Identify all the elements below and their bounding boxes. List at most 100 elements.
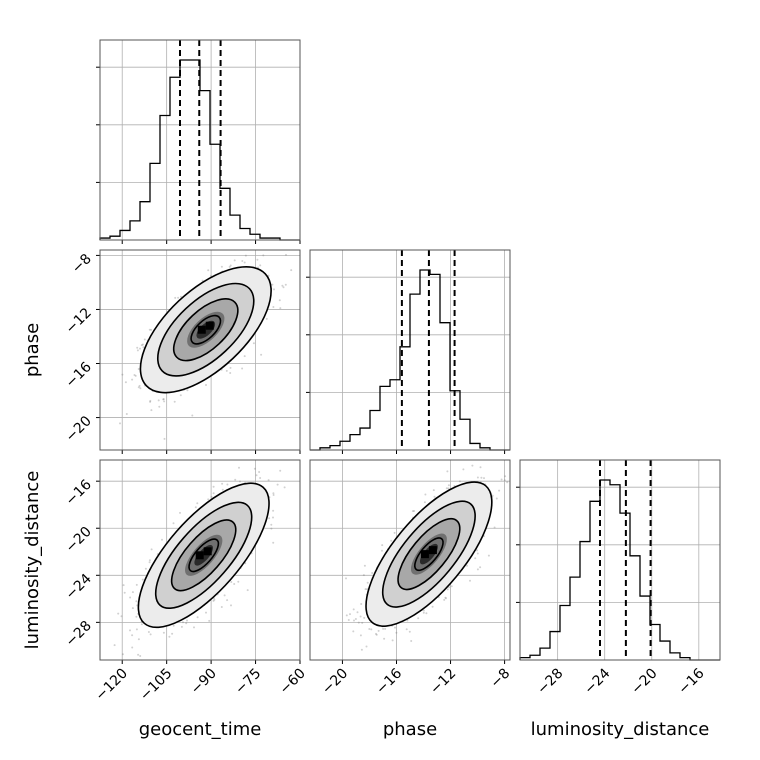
scatter-point (137, 638, 140, 641)
scatter-point (476, 476, 479, 479)
scatter-point (425, 612, 428, 615)
scatter-point (394, 626, 396, 629)
scatter-point (137, 653, 140, 656)
scatter-point (276, 483, 279, 486)
contour-line (188, 538, 220, 573)
histogram-geocent-time (99, 59, 300, 241)
scatter-point (179, 511, 181, 514)
scatter-point (253, 467, 256, 470)
scatter-point (149, 400, 152, 403)
scatter-point (512, 477, 514, 479)
hist-panel-luminosity-distance (516, 459, 721, 661)
scatter-point (135, 628, 138, 631)
scatter-point (97, 384, 99, 386)
scatter-point (186, 619, 188, 622)
scatter-point (180, 295, 182, 298)
scatter-point (272, 494, 275, 496)
scatter-point (244, 254, 247, 257)
scatter-point (148, 328, 151, 331)
scatter-point (360, 648, 363, 651)
scatter-point (131, 378, 134, 381)
scatter-point (138, 384, 141, 387)
scatter-point (131, 591, 134, 594)
scatter-point (479, 466, 482, 469)
scatter-point (285, 253, 287, 256)
scatter-point (226, 483, 229, 486)
scatter-point (213, 598, 216, 601)
scatter-point (474, 557, 477, 560)
scatter-point (168, 635, 171, 638)
contour-line (172, 298, 239, 362)
scatter-point (243, 261, 246, 264)
scatter-point (129, 629, 131, 632)
scatter-point (221, 482, 224, 485)
scatter-point (148, 561, 151, 564)
scatter-point (471, 464, 474, 467)
scatter-point (422, 609, 425, 612)
scatter-point (191, 414, 194, 417)
panel-frame (99, 459, 301, 661)
scatter-point (161, 538, 163, 541)
scatter-point (281, 284, 284, 287)
scatter-point (405, 628, 408, 631)
scatter-point (121, 373, 124, 376)
scatter-point (139, 655, 142, 657)
scatter-point (171, 632, 174, 635)
scatter-point (238, 466, 240, 469)
scatter-point (246, 589, 249, 592)
scatter-point (135, 615, 138, 618)
scatter-point (234, 478, 237, 481)
scatter-point (446, 470, 449, 473)
scatter-point (272, 306, 275, 308)
scatter-point (123, 591, 126, 594)
scatter-point (361, 621, 364, 624)
scatter-point (172, 624, 175, 627)
scatter-point (423, 501, 426, 504)
scatter-point (149, 633, 152, 636)
scatter-point (150, 548, 153, 551)
density-panel-geocent-time-vs-phase (96, 249, 301, 454)
scatter-point (150, 409, 153, 412)
scatter-point (223, 594, 226, 597)
scatter-point (150, 328, 153, 331)
histogram-luminosity-distance (519, 479, 720, 661)
scatter-point (447, 487, 450, 490)
contour-line (154, 501, 253, 610)
scatter-point (129, 596, 132, 599)
scatter-point (117, 612, 120, 615)
scatter-point (205, 611, 207, 614)
scatter-point (131, 634, 134, 637)
scatter-point (208, 619, 211, 622)
scatter-point (180, 625, 183, 628)
scatter-point (446, 588, 449, 591)
density-peak (197, 325, 206, 334)
scatter-point (182, 621, 184, 624)
scatter-point (422, 611, 425, 614)
scatter-point (480, 476, 483, 479)
scatter-point (290, 269, 293, 272)
scatter-point (185, 622, 188, 625)
cells-layer: −120 −105 −90 −75 −60 −20 −16 −12 −8 −28 −24 −20 −16… (63, 39, 721, 704)
scatter-point (352, 630, 355, 633)
scatter-point (237, 580, 240, 583)
scatter-point (139, 347, 141, 350)
scatter-point (140, 344, 143, 347)
scatter-point (212, 599, 215, 602)
scatter-point (113, 644, 116, 647)
scatter-point (375, 633, 378, 636)
scatter-point (124, 381, 127, 384)
scatter-point (359, 615, 362, 618)
scatter-point (194, 506, 197, 509)
scatter-point (225, 369, 228, 372)
scatter-point (147, 631, 150, 633)
scatter-point (256, 258, 259, 261)
scatter-point (137, 386, 140, 389)
scatter-point (141, 343, 144, 346)
density-peak (205, 321, 214, 330)
scatter-point (352, 608, 355, 611)
scatter-point (139, 387, 142, 390)
scatter-point (272, 492, 275, 495)
scatter-point (229, 366, 232, 369)
scatter-point (196, 616, 199, 619)
